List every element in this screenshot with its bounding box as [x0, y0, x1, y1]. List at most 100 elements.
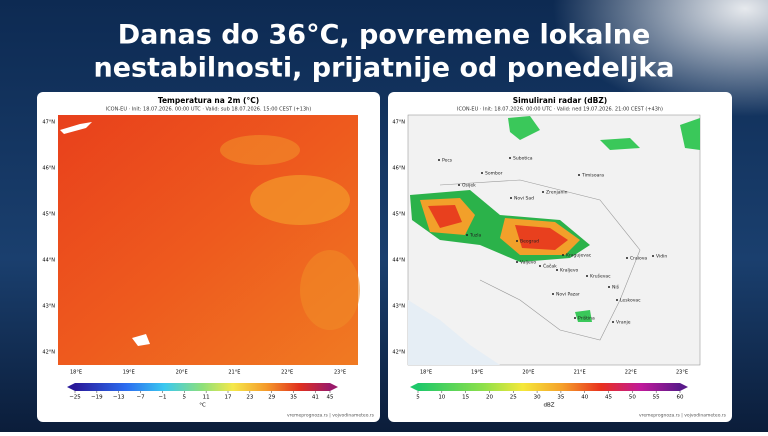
city-dot [616, 299, 618, 301]
headline: nestabilnosti, prijatnije od ponedeljka [94, 53, 675, 84]
city-label: Vidin [656, 254, 667, 260]
colorbar-tick-label: −1 [158, 395, 166, 401]
colorbar [418, 383, 680, 391]
radar-map [407, 114, 701, 366]
lon-label: 19°E [123, 370, 135, 376]
lat-label: 42°N [392, 350, 405, 356]
temperature-map [58, 115, 360, 365]
colorbar-tick-label: 41 [312, 395, 319, 401]
city-label: Tuzla [469, 233, 482, 239]
lon-label: 21°E [574, 370, 586, 376]
radar-echo [428, 205, 462, 228]
city-dot [458, 184, 460, 186]
colorbar-arrow [67, 383, 75, 391]
colorbar-tick-label: 35 [557, 395, 564, 401]
colorbar-tick-label: 30 [534, 395, 541, 401]
city-label: Sombor [485, 171, 503, 177]
lon-label: 19°E [471, 370, 483, 376]
lon-label: 18°E [70, 370, 82, 376]
city-label: Novi Sad [514, 196, 534, 202]
colorbar-arrow [680, 383, 688, 391]
colorbar-unit: °C [199, 403, 206, 409]
city-label: Niš [612, 284, 620, 291]
lat-label: 46°N [392, 166, 405, 172]
city-dot [539, 265, 541, 267]
city-label: Pecs [442, 158, 453, 164]
colorbar-unit: dBZ [543, 403, 554, 409]
radar-echo [600, 138, 640, 150]
city-label: Priština [578, 315, 595, 322]
lon-label: 21°E [228, 370, 240, 376]
colorbar-tick-label: 60 [677, 395, 684, 401]
city-label: Timisoara [581, 173, 604, 179]
colorbar-tick-label: −7 [137, 395, 146, 401]
city-dot [562, 254, 564, 256]
city-label: Kragujevac [566, 253, 592, 259]
city-dot [466, 234, 468, 236]
colorbar-tick-label: 11 [203, 395, 210, 401]
lon-label: 20°E [522, 370, 534, 376]
city-dot [626, 257, 628, 259]
city-dot [516, 240, 518, 242]
credit: vremeprognoza.rs | vojvodinameteo.rs [287, 413, 375, 419]
lake [60, 122, 92, 134]
city-dot [574, 317, 576, 319]
lat-label: 43°N [42, 304, 55, 310]
colorbar-tick-label: 50 [629, 395, 636, 401]
city-label: Osijek [462, 183, 476, 189]
panel-subtitle: ICON-EU · Init: 18.07.2026. 00:00 UTC · … [106, 107, 312, 113]
colorbar [75, 383, 330, 391]
city-label: Čačak [543, 263, 557, 270]
colorbar-tick-label: 23 [246, 395, 253, 401]
lat-label: 47°N [42, 120, 55, 126]
city-dot [556, 269, 558, 271]
city-label: Leskovac [620, 298, 641, 304]
colorbar-tick-label: 29 [268, 395, 275, 401]
radar-echo [515, 225, 568, 250]
colorbar-tick-label: 40 [581, 395, 588, 401]
colorbar-tick-label: 25 [510, 395, 517, 401]
colorbar-arrow [330, 383, 338, 391]
colorbar-tick-label: 45 [605, 395, 612, 401]
map-field [58, 115, 358, 365]
headline: Danas do 36°C, povremene lokalne [118, 20, 651, 51]
colorbar-tick-label: −19 [91, 395, 103, 401]
colorbar-tick-label: 15 [462, 395, 469, 401]
colorbar-tick-label: 5 [416, 395, 420, 401]
lon-label: 22°E [281, 370, 293, 376]
lon-label: 23°E [334, 370, 346, 376]
border [439, 179, 641, 341]
panel-title: Simulirani radar (dBZ) [513, 96, 607, 105]
city-label: Novi Pazar [556, 292, 580, 298]
colorbar-tick-label: 35 [290, 395, 297, 401]
panel-title: Temperatura na 2m (°C) [158, 96, 259, 105]
lon-label: 23°E [676, 370, 688, 376]
city-dot [438, 159, 440, 161]
warm-area [250, 175, 350, 225]
colorbar-tick-label: 10 [438, 395, 445, 401]
radar-echo [508, 116, 540, 140]
city-dot [552, 293, 554, 295]
colorbar-tick-label: 55 [653, 395, 660, 401]
colorbar-tick-label: 45 [327, 395, 334, 401]
city-dot [578, 174, 580, 176]
city-dot [481, 172, 483, 174]
lat-label: 43°N [392, 304, 405, 310]
colorbar-tick-label: −25 [69, 395, 81, 401]
radar-echo [680, 118, 700, 150]
colorbar-tick-label: 5 [183, 395, 187, 401]
colorbar-tick-label: 17 [225, 395, 232, 401]
lat-label: 45°N [392, 212, 405, 218]
city-dot [608, 286, 610, 288]
city-dot [542, 191, 544, 193]
city-label: Beograd [520, 239, 539, 245]
warm-area [220, 135, 300, 165]
city-label: Kraljevo [560, 268, 578, 274]
lat-label: 47°N [392, 120, 405, 126]
city-dot [652, 255, 654, 257]
lon-label: 22°E [625, 370, 637, 376]
radar-echo [575, 310, 592, 322]
city-label: Kruševac [590, 273, 611, 280]
warm-area [300, 250, 360, 330]
sea [408, 300, 500, 365]
